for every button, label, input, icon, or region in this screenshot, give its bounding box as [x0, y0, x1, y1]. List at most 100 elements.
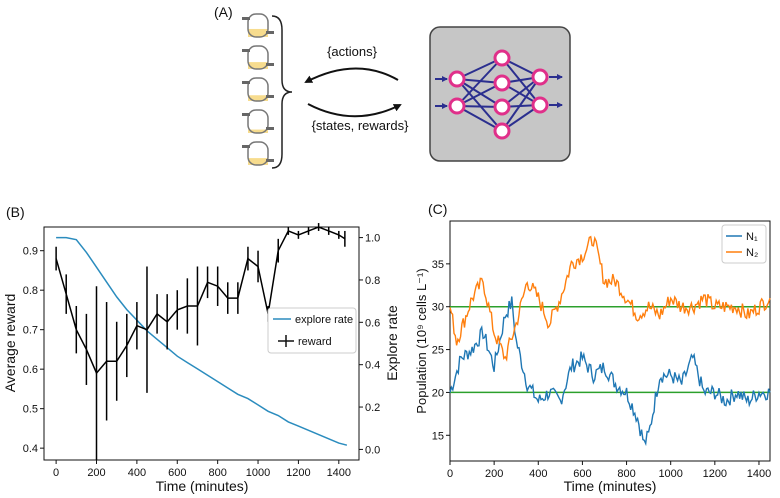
y-tick-label: 0.9 — [23, 246, 38, 258]
x-tick-label: 800 — [617, 468, 635, 480]
chart-c-y-axis: 15 20 25 30 35 — [432, 259, 450, 442]
chart-c-xlabel: Time (minutes) — [564, 478, 657, 494]
x-tick-label: 200 — [87, 467, 105, 479]
network-edge — [456, 57, 503, 107]
chart-b-frame — [43, 226, 360, 461]
legend-n1-label: N₁ — [746, 231, 758, 243]
vessel-port-bottom — [266, 63, 274, 66]
y-right-tick-label: 0.0 — [365, 444, 380, 456]
chart-c-frame — [449, 220, 771, 462]
y-tick-label: 0.6 — [23, 364, 38, 376]
panel-b-label: (B) — [6, 204, 25, 220]
bioreactor-vessel — [242, 141, 274, 166]
x-tick-label: 1200 — [703, 468, 727, 480]
chart-b-y-axis: 0.4 0.5 0.6 0.7 0.8 0.9 — [23, 246, 44, 455]
network-node — [493, 98, 511, 116]
y-tick-label: 0.5 — [23, 404, 38, 416]
vessel-port-bottom — [266, 127, 274, 130]
x-tick-label: 1000 — [246, 467, 270, 479]
y-tick-label: 0.4 — [23, 443, 38, 455]
chart-b-series — [55, 223, 348, 460]
y-tick-label: 0.8 — [23, 285, 38, 297]
vessel-fill — [248, 158, 268, 165]
chart-b-ylabel: Average reward — [2, 294, 18, 393]
chart-b-x-axis: 0 200 400 600 800 1000 1200 1400 — [53, 460, 351, 479]
states-arrow — [307, 103, 402, 118]
network-node — [448, 97, 466, 115]
vessel-outline — [247, 45, 269, 70]
network-edge — [501, 76, 541, 132]
vessel-outline — [247, 109, 269, 134]
y-tick-label: 20 — [432, 387, 444, 399]
network-node — [531, 68, 549, 86]
chart-b-legend: explore rate reward — [267, 307, 357, 354]
x-tick-label: 1400 — [747, 468, 771, 480]
chart-b-xlabel: Time (minutes) — [156, 478, 249, 494]
legend-explore-label: explore rate — [295, 314, 353, 326]
y-right-tick-label: 0.4 — [365, 360, 380, 372]
chart-b-ylabel-right: Explore rate — [384, 305, 400, 381]
bioreactor-vessel — [242, 109, 274, 134]
x-tick-label: 600 — [573, 468, 591, 480]
panel-b: (B) 0 200 400 600 800 1000 1200 1400 0.40.50.60… — [2, 204, 400, 494]
legend-n2-label: N₂ — [746, 247, 758, 259]
actions-label: {actions} — [327, 44, 378, 59]
vessel-fill — [248, 129, 268, 133]
x-tick-label: 0 — [447, 468, 453, 480]
y-tick-label: 0.7 — [23, 325, 38, 337]
neural-network-box — [429, 26, 571, 162]
x-tick-label: 1000 — [658, 468, 682, 480]
states-rewards-label: {states, rewards} — [312, 118, 409, 133]
legend-box — [721, 224, 767, 264]
network-node — [493, 49, 511, 67]
network-edge — [456, 105, 503, 132]
y-right-tick-label: 1.0 — [365, 233, 380, 245]
x-tick-label: 400 — [529, 468, 547, 480]
explore-rate-line — [56, 236, 348, 446]
x-tick-label: 0 — [53, 467, 59, 479]
vessel-port-bottom — [266, 159, 274, 162]
panel-c: (C) 0 200 400 600 800 1000 1200 1400 15 20 25 30 35… — [414, 201, 771, 494]
bioreactor-vessel — [242, 45, 274, 70]
vessel-fill — [248, 28, 268, 37]
network-node — [493, 74, 511, 92]
x-tick-label: 1200 — [286, 467, 310, 479]
n1-line — [449, 296, 771, 447]
y-tick-label: 35 — [432, 259, 444, 271]
chart-b-y-axis-right: 0.0 0.2 0.4 0.6 0.8 1.0 — [359, 233, 380, 456]
vessel-port-top — [242, 81, 250, 84]
bioreactor-vessel — [242, 77, 274, 102]
vessel-port-top — [242, 145, 250, 148]
chart-c-series — [449, 235, 771, 447]
network-node — [493, 122, 511, 140]
panel-a: (A) {actions} {states, rewards} — [214, 4, 571, 169]
vessel-port-bottom — [266, 95, 274, 98]
n2-line — [449, 235, 771, 362]
x-tick-label: 200 — [485, 468, 503, 480]
vessel-outline — [247, 77, 269, 102]
y-right-tick-label: 0.6 — [365, 317, 380, 329]
x-tick-label: 1400 — [327, 467, 351, 479]
network-edge — [456, 78, 503, 108]
bracket-icon — [271, 15, 293, 169]
legend-reward-label: reward — [298, 336, 332, 348]
panel-a-label: (A) — [214, 4, 233, 20]
chart-c-target-lines — [450, 305, 770, 394]
x-tick-label: 600 — [168, 467, 186, 479]
panel-c-label: (C) — [428, 201, 447, 217]
vessel-fill — [248, 95, 268, 101]
vessel-port-top — [242, 113, 250, 116]
vessel-port-top — [242, 17, 250, 20]
bioreactor-array — [242, 13, 274, 166]
reward-line — [55, 226, 346, 375]
vessel-port-top — [242, 49, 250, 52]
y-tick-label: 30 — [432, 302, 444, 314]
x-tick-label: 400 — [128, 467, 146, 479]
network-edge — [501, 57, 541, 106]
chart-c-ylabel: Population (10⁹ cells L⁻¹) — [414, 268, 429, 413]
vessel-fill — [248, 62, 268, 69]
network-edge — [456, 78, 503, 132]
vessel-outline — [247, 13, 269, 38]
y-right-tick-label: 0.2 — [365, 402, 380, 414]
